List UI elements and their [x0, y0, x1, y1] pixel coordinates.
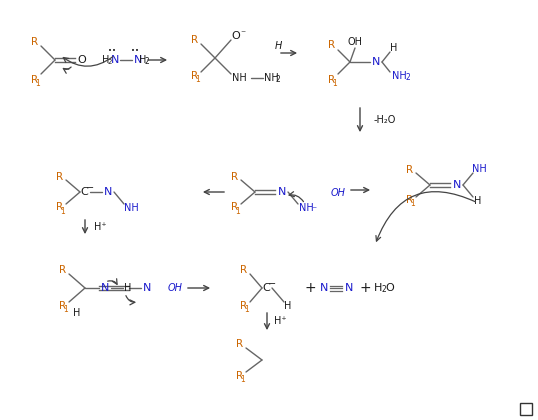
Text: ••: ••	[108, 48, 116, 54]
Text: +: +	[359, 281, 371, 295]
Text: R: R	[406, 195, 414, 205]
Text: NH: NH	[299, 203, 313, 213]
Text: H⁺: H⁺	[274, 316, 286, 326]
Text: H: H	[284, 301, 292, 311]
Text: N: N	[453, 180, 461, 190]
Text: NH: NH	[264, 73, 278, 83]
Text: N: N	[143, 283, 151, 293]
Text: R: R	[231, 172, 238, 182]
Text: R: R	[192, 71, 199, 81]
Text: NH: NH	[392, 71, 406, 81]
Text: N: N	[134, 55, 142, 65]
Text: 1: 1	[332, 79, 337, 89]
Text: −: −	[86, 183, 94, 193]
Text: H: H	[73, 308, 81, 318]
Text: N: N	[101, 283, 109, 293]
Text: H⁺: H⁺	[94, 222, 107, 232]
Text: 2: 2	[145, 58, 150, 66]
Text: -H₂O: -H₂O	[374, 115, 396, 125]
Text: H: H	[475, 196, 482, 206]
Text: NH: NH	[124, 203, 138, 213]
Text: R: R	[240, 265, 247, 275]
Text: O: O	[232, 31, 240, 41]
Text: R: R	[236, 371, 244, 381]
Text: 2: 2	[381, 286, 386, 294]
Text: OH: OH	[330, 188, 345, 198]
Text: R: R	[56, 202, 63, 212]
Text: 2: 2	[275, 76, 280, 84]
Text: R: R	[328, 40, 336, 50]
Text: R: R	[231, 202, 238, 212]
Text: H: H	[374, 283, 382, 293]
Text: NH: NH	[232, 73, 246, 83]
Text: ⁻: ⁻	[240, 29, 245, 39]
Text: NH: NH	[472, 164, 486, 174]
Text: R: R	[240, 301, 247, 311]
Text: −: −	[268, 279, 276, 289]
Text: R: R	[59, 301, 67, 311]
Text: R: R	[192, 35, 199, 45]
Text: N: N	[104, 187, 112, 197]
Text: 2: 2	[406, 74, 410, 82]
Text: C: C	[80, 187, 88, 197]
Text: +: +	[304, 281, 316, 295]
Text: O: O	[386, 283, 394, 293]
Text: R: R	[31, 37, 39, 47]
Text: 1: 1	[63, 305, 68, 315]
Text: 1: 1	[410, 200, 415, 208]
Text: H: H	[124, 283, 132, 293]
Text: H: H	[274, 41, 282, 51]
Text: N: N	[372, 57, 380, 67]
Text: N: N	[111, 55, 119, 65]
Text: R: R	[328, 75, 336, 85]
Bar	[520, 403, 532, 415]
Text: OH: OH	[167, 283, 182, 293]
Text: H: H	[102, 55, 110, 65]
Text: H: H	[139, 55, 147, 65]
Text: OH: OH	[348, 37, 363, 47]
Text: ⁻: ⁻	[312, 205, 316, 215]
Text: R: R	[59, 265, 67, 275]
Text: R: R	[31, 75, 39, 85]
Text: N: N	[278, 187, 286, 197]
Text: 1: 1	[245, 305, 250, 315]
Text: 2: 2	[108, 59, 112, 65]
Text: 1: 1	[196, 76, 200, 84]
Text: R: R	[56, 172, 63, 182]
Text: 1: 1	[36, 79, 40, 89]
Text: N: N	[320, 283, 328, 293]
Text: ••: ••	[131, 48, 139, 54]
Text: 1: 1	[236, 207, 240, 215]
Text: R: R	[406, 165, 414, 175]
Text: N: N	[345, 283, 353, 293]
Text: R: R	[236, 339, 244, 349]
Text: C: C	[262, 283, 270, 293]
Text: H: H	[390, 43, 398, 53]
Text: O: O	[77, 55, 87, 65]
Text: 1: 1	[61, 207, 66, 215]
Text: 1: 1	[240, 375, 245, 384]
